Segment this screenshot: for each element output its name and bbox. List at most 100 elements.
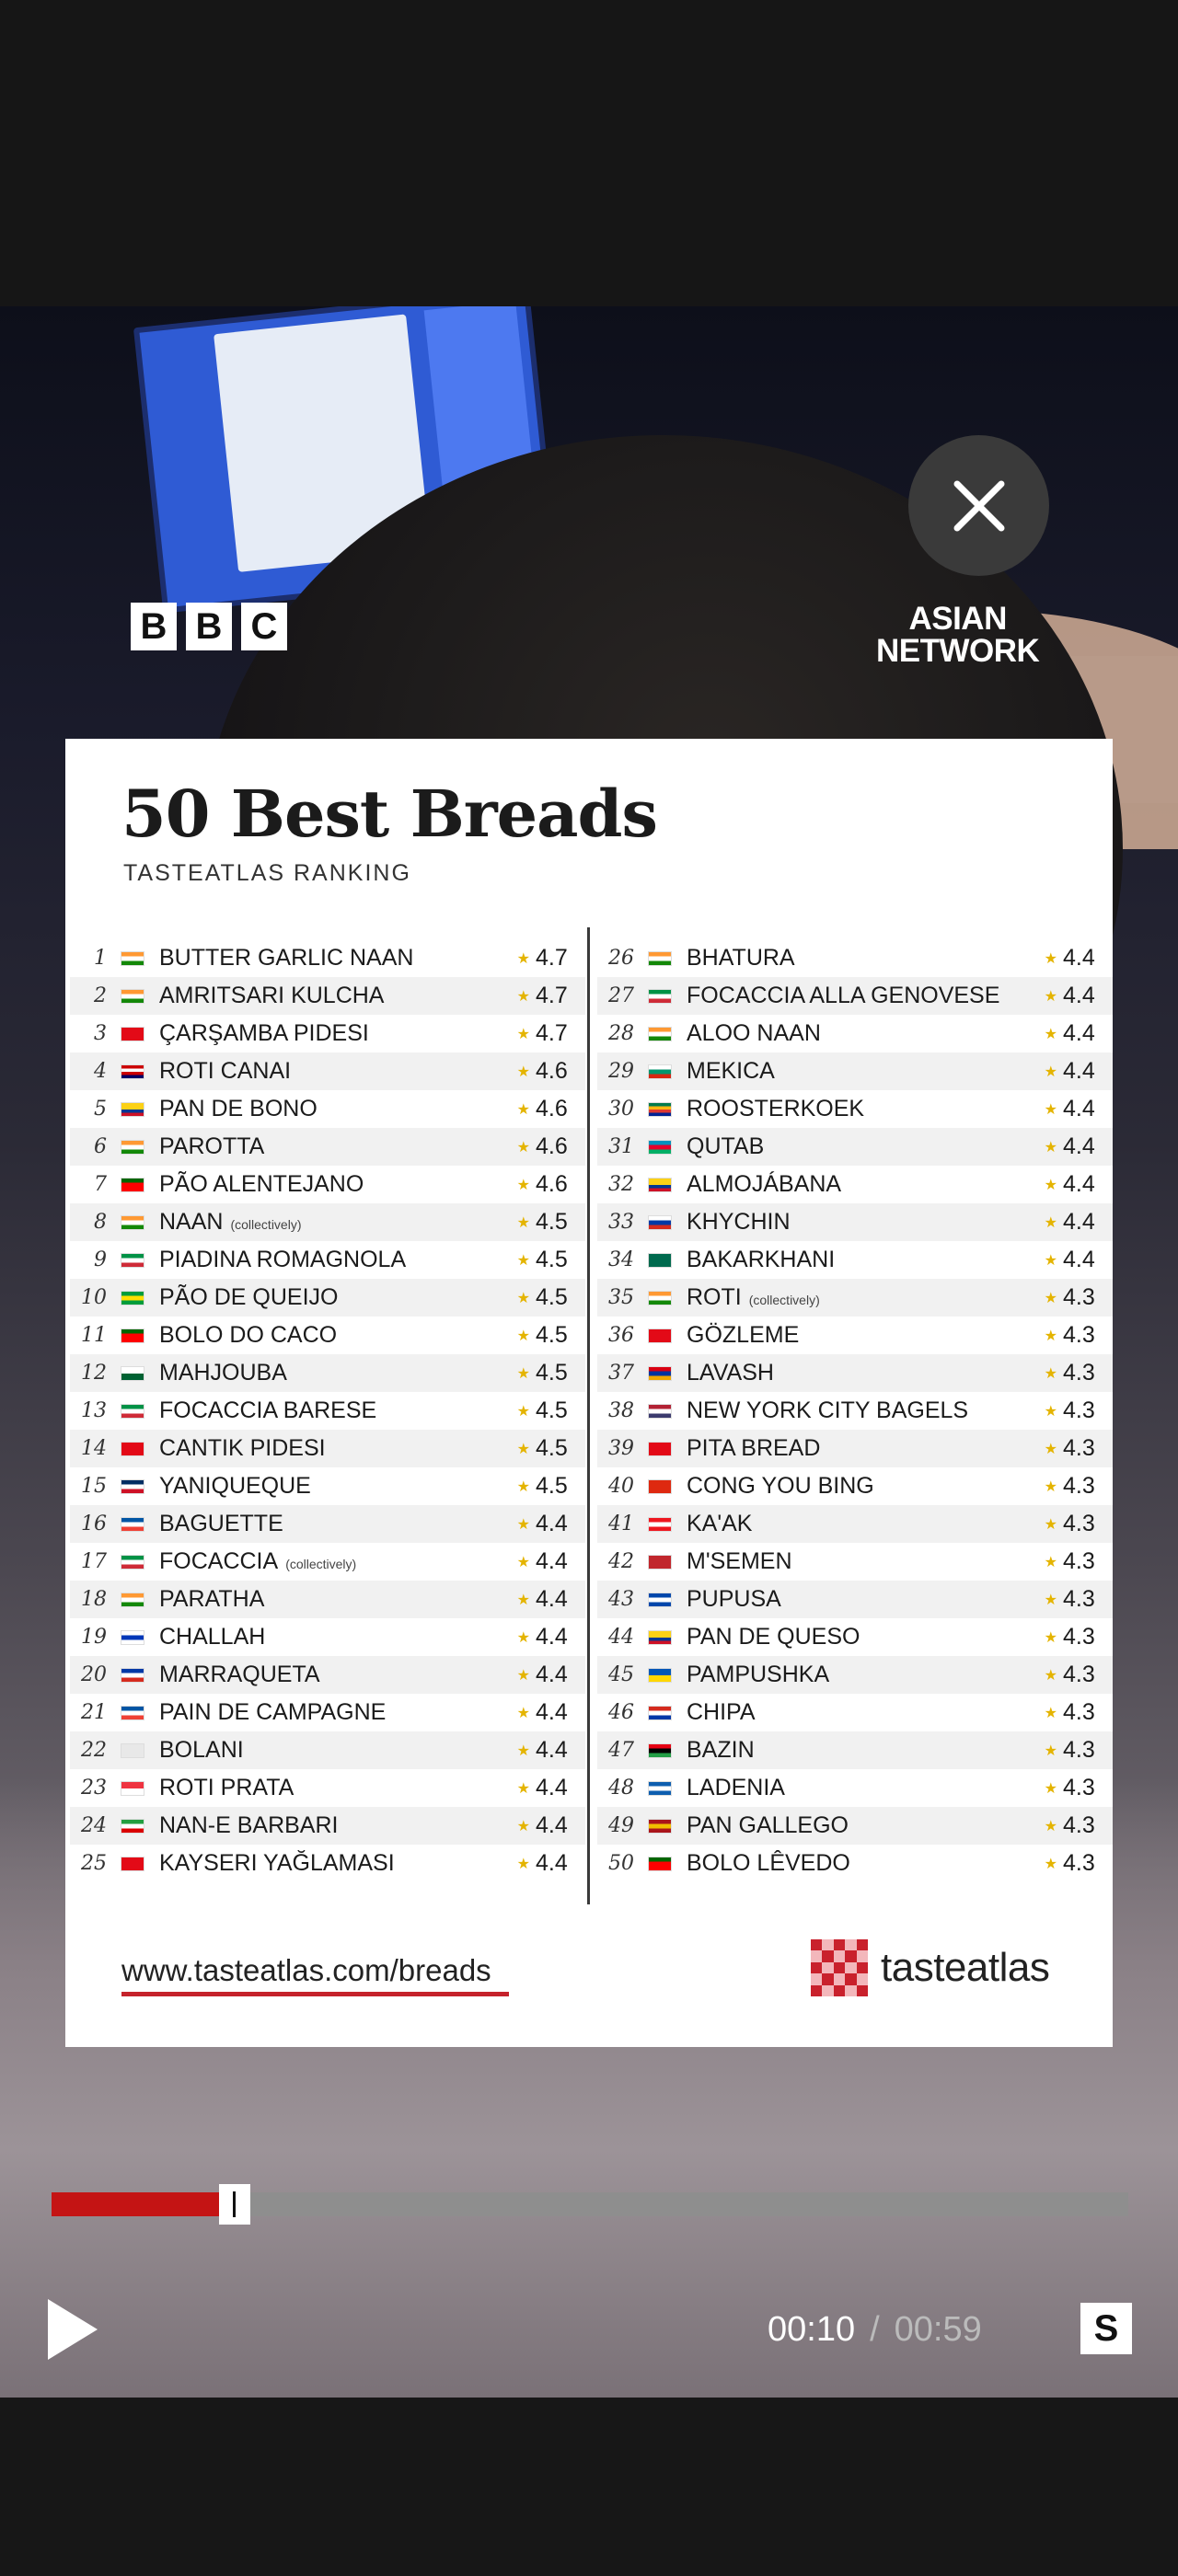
bread-name: PARATHA	[159, 1586, 517, 1613]
bread-name: M'SEMEN	[687, 1548, 1045, 1575]
ranking-row: 44 PAN DE QUESO ★ 4.3	[597, 1618, 1113, 1656]
bread-name-text: BOLO LÊVEDO	[687, 1850, 850, 1876]
rank-number: 25	[81, 1852, 107, 1875]
ranking-row: 47 BAZIN ★ 4.3	[597, 1731, 1113, 1769]
rating-value: 4.3	[1063, 1850, 1095, 1876]
bread-name: PÃO DE QUEIJO	[159, 1284, 517, 1311]
tasteatlas-logo-text: tasteatlas	[881, 1945, 1050, 1990]
bread-name-text: MARRAQUETA	[159, 1662, 320, 1687]
bread-name: BOLO DO CACO	[159, 1322, 517, 1349]
rating-value: 4.5	[536, 1360, 568, 1386]
ranking-row: 9 PIADINA ROMAGNOLA ★ 4.5	[70, 1241, 585, 1279]
bread-name: ALMOJÁBANA	[687, 1171, 1045, 1198]
star-icon: ★	[516, 1026, 530, 1042]
country-flag-icon	[121, 1592, 144, 1607]
rank-number: 48	[608, 1777, 634, 1800]
bread-name-text: BAZIN	[687, 1737, 755, 1763]
star-icon: ★	[516, 1177, 530, 1193]
play-icon[interactable]	[44, 2297, 99, 2362]
bread-name: ÇARŞAMBA PIDESI	[159, 1020, 517, 1047]
star-icon: ★	[1044, 1818, 1057, 1834]
rating-value: 4.5	[536, 1247, 568, 1272]
country-flag-icon	[648, 988, 672, 1004]
bread-name-text: CHALLAH	[159, 1624, 266, 1650]
bread-name-text: BUTTER GARLIC NAAN	[159, 945, 414, 971]
bread-name: PAN GALLEGO	[687, 1812, 1045, 1839]
tasteatlas-grid-icon	[811, 1939, 868, 1996]
rank-number: 7	[94, 1173, 107, 1196]
bread-name: QUTAB	[687, 1133, 1045, 1160]
country-flag-icon	[121, 1328, 144, 1343]
bbc-logo-letter: C	[241, 603, 287, 650]
subtitles-button[interactable]: S	[1080, 2303, 1132, 2354]
ranking-row: 15 YANIQUEQUE ★ 4.5	[70, 1467, 585, 1505]
bread-name-text: KHYCHIN	[687, 1209, 791, 1235]
bread-name-text: CONG YOU BING	[687, 1473, 874, 1499]
ranking-row: 21 PAIN DE CAMPAGNE ★ 4.4	[70, 1694, 585, 1731]
bread-name-text: BOLO DO CACO	[159, 1322, 338, 1348]
rating-value: 4.3	[1063, 1473, 1095, 1499]
rating-value: 4.4	[536, 1511, 568, 1536]
bread-name-text: PARATHA	[159, 1586, 265, 1612]
rank-number: 30	[608, 1098, 634, 1121]
rating-value: 4.4	[1063, 1209, 1095, 1235]
country-flag-icon	[121, 1441, 144, 1456]
bread-name-text: BAGUETTE	[159, 1511, 283, 1536]
ranking-row: 31 QUTAB ★ 4.4	[597, 1128, 1113, 1166]
bread-name: KA'AK	[687, 1511, 1045, 1537]
star-icon: ★	[516, 1252, 530, 1269]
rank-number: 14	[81, 1437, 107, 1460]
rank-number: 19	[81, 1626, 107, 1649]
rank-number: 34	[608, 1248, 634, 1271]
country-flag-icon	[121, 1064, 144, 1079]
rating-value: 4.3	[1063, 1322, 1095, 1348]
ranking-row: 27 FOCACCIA ALLA GENOVESE ★ 4.4	[597, 977, 1113, 1015]
bread-name-text: MAHJOUBA	[159, 1360, 287, 1386]
country-flag-icon	[648, 1177, 672, 1192]
star-icon: ★	[516, 1705, 530, 1721]
rank-number: 11	[81, 1324, 107, 1347]
country-flag-icon	[648, 1818, 672, 1834]
rank-number: 49	[608, 1814, 634, 1837]
bread-name: BAZIN	[687, 1737, 1045, 1764]
country-flag-icon	[648, 1101, 672, 1117]
star-icon: ★	[516, 1629, 530, 1646]
bread-name: ROTI CANAI	[159, 1058, 517, 1085]
bread-name: AMRITSARI KULCHA	[159, 983, 517, 1009]
star-icon: ★	[516, 1365, 530, 1382]
collectively-tag: (collectively)	[748, 1293, 820, 1307]
tasteatlas-logo: tasteatlas	[811, 1939, 1050, 1996]
rank-number: 5	[94, 1098, 107, 1121]
country-flag-icon	[121, 1214, 144, 1230]
rank-number: 36	[608, 1324, 634, 1347]
rating-value: 4.3	[1063, 1662, 1095, 1687]
bread-name: ALOO NAAN	[687, 1020, 1045, 1047]
rank-number: 33	[608, 1211, 634, 1234]
rating-value: 4.6	[536, 1133, 568, 1159]
ranking-row: 14 CANTIK PIDESI ★ 4.5	[70, 1430, 585, 1467]
rank-number: 17	[81, 1550, 107, 1573]
ranking-row: 26 BHATURA ★ 4.4	[597, 939, 1113, 977]
time-display: 00:10 / 00:59	[768, 2310, 982, 2350]
rating-value: 4.7	[536, 945, 568, 971]
bread-name-text: PAIN DE CAMPAGNE	[159, 1699, 387, 1725]
country-flag-icon	[121, 1177, 144, 1192]
star-icon: ★	[1044, 1742, 1057, 1759]
progress-handle[interactable]	[218, 2184, 250, 2225]
bread-name: CONG YOU BING	[687, 1473, 1045, 1500]
card-title: 50 Best Breads	[121, 776, 658, 852]
rating-value: 4.6	[536, 1171, 568, 1197]
star-icon: ★	[1044, 1214, 1057, 1231]
rating-value: 4.4	[1063, 945, 1095, 971]
ranking-row: 39 PITA BREAD ★ 4.3	[597, 1430, 1113, 1467]
progress-bar[interactable]	[52, 2184, 1128, 2225]
rating-value: 4.4	[536, 1812, 568, 1838]
close-button[interactable]	[908, 435, 1049, 576]
ranking-row: 22 BOLANI ★ 4.4	[70, 1731, 585, 1769]
card-subtitle: TASTEATLAS RANKING	[123, 860, 411, 886]
star-icon: ★	[516, 1064, 530, 1080]
bread-name: NEW YORK CITY BAGELS	[687, 1397, 1045, 1424]
ranking-row: 30 ROOSTERKOEK ★ 4.4	[597, 1090, 1113, 1128]
bread-name: NAAN (collectively)	[159, 1209, 517, 1236]
bread-name: LAVASH	[687, 1360, 1045, 1386]
